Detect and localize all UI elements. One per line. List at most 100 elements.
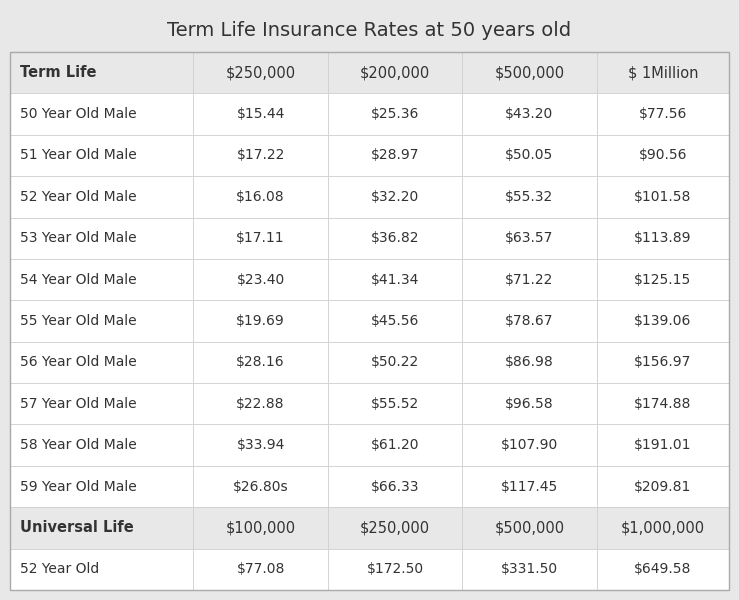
Bar — [10, 52, 194, 94]
Bar — [596, 507, 729, 548]
Text: 57 Year Old Male: 57 Year Old Male — [20, 397, 137, 411]
Bar — [463, 52, 596, 94]
Text: 59 Year Old Male: 59 Year Old Male — [20, 479, 137, 494]
Bar — [10, 301, 194, 341]
Text: 52 Year Old: 52 Year Old — [20, 562, 99, 577]
Bar — [328, 383, 463, 424]
Text: $23.40: $23.40 — [236, 272, 285, 287]
Text: $77.08: $77.08 — [236, 562, 285, 577]
Text: 53 Year Old Male: 53 Year Old Male — [20, 231, 137, 245]
Text: 56 Year Old Male: 56 Year Old Male — [20, 355, 137, 370]
Bar — [463, 301, 596, 341]
Text: $125.15: $125.15 — [634, 272, 692, 287]
Text: $55.52: $55.52 — [371, 397, 419, 411]
Text: $17.11: $17.11 — [236, 231, 285, 245]
Text: $500,000: $500,000 — [494, 65, 565, 80]
Text: $101.58: $101.58 — [634, 190, 692, 204]
Bar — [10, 507, 194, 548]
Bar — [463, 176, 596, 218]
Text: $200,000: $200,000 — [360, 65, 430, 80]
Text: $41.34: $41.34 — [371, 272, 419, 287]
Text: $250,000: $250,000 — [225, 65, 296, 80]
Bar — [194, 259, 328, 301]
Bar — [463, 218, 596, 259]
Bar — [194, 52, 328, 94]
Bar — [194, 341, 328, 383]
Text: $63.57: $63.57 — [505, 231, 554, 245]
Bar — [596, 259, 729, 301]
Bar — [463, 424, 596, 466]
Bar — [194, 94, 328, 135]
Bar — [10, 548, 194, 590]
Text: $22.88: $22.88 — [236, 397, 285, 411]
Text: $28.97: $28.97 — [371, 148, 419, 163]
Text: $649.58: $649.58 — [634, 562, 692, 577]
Bar — [596, 52, 729, 94]
Text: $16.08: $16.08 — [236, 190, 285, 204]
Bar — [194, 548, 328, 590]
Text: $32.20: $32.20 — [371, 190, 419, 204]
Text: $15.44: $15.44 — [236, 107, 285, 121]
Bar — [596, 383, 729, 424]
Text: 54 Year Old Male: 54 Year Old Male — [20, 272, 137, 287]
Bar — [10, 259, 194, 301]
Text: 55 Year Old Male: 55 Year Old Male — [20, 314, 137, 328]
Bar — [596, 218, 729, 259]
Bar — [463, 383, 596, 424]
Bar — [328, 507, 463, 548]
Text: $36.82: $36.82 — [371, 231, 419, 245]
Text: $45.56: $45.56 — [371, 314, 419, 328]
Bar — [10, 466, 194, 507]
Bar — [463, 548, 596, 590]
Text: $96.58: $96.58 — [505, 397, 554, 411]
Bar — [596, 176, 729, 218]
Bar — [10, 341, 194, 383]
Text: $ 1Million: $ 1Million — [627, 65, 698, 80]
Text: $1,000,000: $1,000,000 — [621, 520, 705, 535]
Text: $117.45: $117.45 — [501, 479, 558, 494]
Bar — [463, 466, 596, 507]
Bar — [10, 218, 194, 259]
Text: $191.01: $191.01 — [634, 438, 692, 452]
Text: $25.36: $25.36 — [371, 107, 419, 121]
Bar — [194, 176, 328, 218]
Bar — [194, 135, 328, 176]
Bar — [328, 424, 463, 466]
Text: $66.33: $66.33 — [371, 479, 419, 494]
Text: Term Life: Term Life — [20, 65, 97, 80]
Bar — [596, 341, 729, 383]
Text: $90.56: $90.56 — [638, 148, 687, 163]
Text: $139.06: $139.06 — [634, 314, 692, 328]
Bar — [328, 135, 463, 176]
Bar — [194, 301, 328, 341]
Text: Universal Life: Universal Life — [20, 520, 134, 535]
Bar — [194, 466, 328, 507]
Bar — [194, 507, 328, 548]
Bar — [328, 341, 463, 383]
Text: 50 Year Old Male: 50 Year Old Male — [20, 107, 137, 121]
Text: $50.05: $50.05 — [505, 148, 554, 163]
Text: $331.50: $331.50 — [501, 562, 558, 577]
Bar — [328, 548, 463, 590]
Text: $26.80s: $26.80s — [233, 479, 288, 494]
Bar — [10, 424, 194, 466]
Bar — [328, 218, 463, 259]
Text: $61.20: $61.20 — [371, 438, 419, 452]
Bar — [463, 507, 596, 548]
Text: $50.22: $50.22 — [371, 355, 419, 370]
Bar — [10, 94, 194, 135]
Text: 52 Year Old Male: 52 Year Old Male — [20, 190, 137, 204]
Bar — [194, 218, 328, 259]
Text: $209.81: $209.81 — [634, 479, 692, 494]
Text: $156.97: $156.97 — [634, 355, 692, 370]
Bar — [328, 466, 463, 507]
Bar — [328, 52, 463, 94]
Bar — [328, 94, 463, 135]
Text: $17.22: $17.22 — [236, 148, 285, 163]
Bar — [10, 135, 194, 176]
Bar — [463, 94, 596, 135]
Text: $100,000: $100,000 — [225, 520, 296, 535]
Bar — [328, 259, 463, 301]
Bar — [10, 176, 194, 218]
Text: $174.88: $174.88 — [634, 397, 692, 411]
